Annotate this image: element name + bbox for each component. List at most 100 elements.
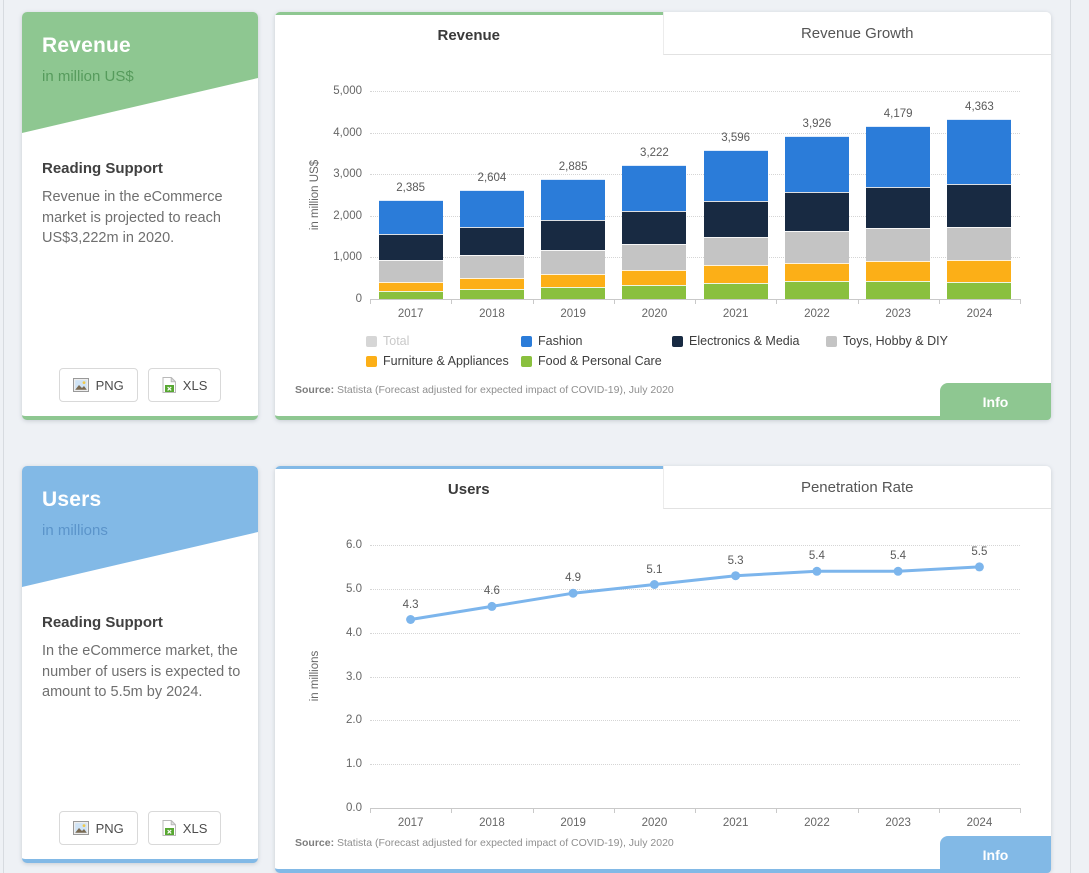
bar-segment-furniture-appliances: [866, 261, 931, 281]
page-left-divider: [3, 0, 4, 873]
reading-support-heading: Reading Support: [42, 160, 163, 177]
y-axis-tick-label: 2,000: [333, 209, 362, 222]
png-download-button[interactable]: PNG: [58, 811, 138, 845]
legend-swatch: [826, 336, 837, 347]
legend-label: Furniture & Appliances: [383, 354, 509, 368]
revenue-stacked-bar-chart: 2,385 2,604 2,885 3,222 3,596 3,926 4,179 4,363…: [275, 12, 1051, 416]
source-text: Statista (Forecast adjusted for expected…: [337, 837, 674, 849]
data-point-marker: [649, 580, 659, 589]
x-axis-tick: [938, 808, 940, 813]
x-axis-tick: [1020, 299, 1021, 304]
y-axis-tick-label: 2.0: [346, 714, 362, 727]
bar-segment-food-personal-care: [459, 289, 524, 299]
bar-segment-electronics-media: [622, 211, 687, 244]
legend-swatch: [366, 356, 377, 367]
bar-segment-electronics-media: [459, 227, 524, 255]
x-axis-tick-label: 2022: [804, 817, 830, 829]
legend-item-food-personal-care[interactable]: Food & Personal Care: [521, 355, 672, 368]
bar-segment-food-personal-care: [947, 282, 1012, 299]
data-point-label: 5.4: [890, 550, 907, 563]
data-point-label: 5.3: [727, 554, 744, 567]
png-image-icon: [72, 821, 89, 835]
x-axis-tick-label: 2021: [722, 308, 749, 320]
x-axis-tick: [613, 808, 615, 813]
bar-segment-food-personal-care: [622, 285, 687, 299]
x-axis-tick: [776, 808, 778, 813]
revenue-y-axis-title: in million US$: [309, 159, 321, 231]
legend-item-electronics-media[interactable]: Electronics & Media: [672, 335, 826, 348]
legend-item-total[interactable]: Total: [366, 335, 521, 348]
x-axis-tick: [857, 299, 859, 304]
tab-penetration-rate[interactable]: Penetration Rate: [662, 466, 1051, 509]
bar-segment-fashion: [703, 150, 768, 201]
tab-users[interactable]: Users: [275, 466, 663, 509]
x-axis-tick: [370, 299, 371, 304]
reading-support-block: Reading Support Revenue in the eCommerce…: [42, 160, 244, 249]
bar-segment-food-personal-care: [378, 291, 443, 299]
legend-item-furniture-appliances[interactable]: Furniture & Appliances: [366, 355, 521, 368]
bar-segment-fashion: [866, 126, 931, 187]
data-point-label: 5.1: [646, 563, 663, 576]
bar-segment-toys-hobby-diy: [378, 260, 443, 282]
bar-segment-electronics-media: [378, 234, 443, 260]
y-axis-tick-label: 1.0: [346, 758, 362, 771]
y-axis-tick-label: 3,000: [333, 168, 362, 181]
bar-total-label: 2,604: [477, 172, 507, 184]
x-axis-tick: [695, 808, 696, 813]
data-point-marker: [487, 601, 497, 611]
gridline: [370, 588, 1020, 590]
xls-button-label: XLS: [182, 820, 208, 836]
xls-file-icon: [162, 820, 176, 836]
x-axis-tick-label: 2022: [804, 308, 830, 320]
xls-file-icon: [162, 377, 176, 393]
x-axis-tick: [451, 299, 453, 304]
bar-total-label: 3,222: [640, 147, 669, 159]
bar-total-label: 3,926: [802, 118, 832, 130]
info-button[interactable]: Info: [940, 836, 1051, 873]
data-point-marker: [974, 562, 984, 572]
gridline: [370, 174, 1020, 176]
x-axis-tick-label: 2018: [479, 308, 505, 320]
info-button[interactable]: Info: [940, 383, 1051, 420]
users-card-title: Users: [42, 488, 102, 511]
x-axis-tick-label: 2017: [397, 817, 424, 829]
legend-item-toys-hobby-diy[interactable]: Toys, Hobby & DIY: [826, 335, 948, 348]
data-point-marker: [893, 566, 903, 576]
tab-revenue-growth[interactable]: Revenue Growth: [662, 12, 1051, 55]
bar-segment-toys-hobby-diy: [947, 227, 1012, 260]
x-axis-tick-label: 2020: [641, 308, 668, 320]
legend-label: Food & Personal Care: [538, 354, 662, 368]
y-axis-tick-label: 0: [355, 293, 362, 305]
tab-penetration-rate-label: Penetration Rate: [800, 478, 914, 496]
legend-label: Fashion: [538, 334, 583, 348]
x-axis-tick-label: 2019: [560, 308, 586, 320]
users-card-subtitle: in millions: [42, 522, 108, 539]
x-axis-tick: [1020, 808, 1021, 813]
bar-segment-electronics-media: [866, 187, 931, 228]
xls-download-button[interactable]: XLS: [147, 368, 222, 402]
revenue-summary-card: Revenue in million US$ Reading Support R…: [22, 12, 258, 420]
source-label: Source:: [295, 837, 335, 849]
bar-segment-furniture-appliances: [459, 278, 524, 289]
y-axis-tick-label: 4,000: [333, 126, 362, 139]
tab-revenue[interactable]: Revenue: [275, 12, 663, 55]
x-axis-tick: [776, 299, 778, 304]
x-axis-tick-label: 2024: [966, 817, 993, 829]
xls-download-button[interactable]: XLS: [147, 811, 222, 845]
y-axis-tick-label: 0.0: [346, 802, 362, 814]
revenue-tab-bar: Revenue Revenue Growth: [275, 12, 1051, 55]
x-axis-tick: [532, 299, 534, 304]
tab-revenue-growth-label: Revenue Growth: [800, 24, 914, 42]
legend-item-fashion[interactable]: Fashion: [521, 335, 672, 348]
x-axis-tick: [532, 808, 534, 813]
bar-segment-toys-hobby-diy: [459, 255, 524, 278]
x-axis-tick: [938, 299, 940, 304]
reading-support-heading: Reading Support: [42, 614, 163, 631]
data-point-label: 5.5: [971, 545, 988, 558]
gridline: [370, 257, 1020, 259]
bar-segment-toys-hobby-diy: [622, 244, 687, 270]
bar-total-label: 3,596: [721, 132, 751, 144]
x-axis-tick: [451, 808, 453, 813]
png-download-button[interactable]: PNG: [58, 368, 138, 402]
bar-segment-food-personal-care: [703, 283, 768, 299]
